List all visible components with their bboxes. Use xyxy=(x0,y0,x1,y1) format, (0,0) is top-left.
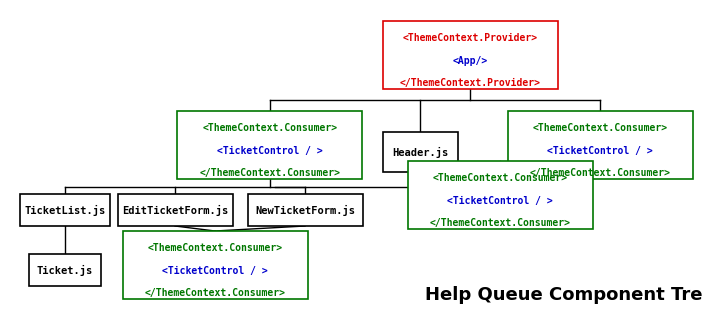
FancyBboxPatch shape xyxy=(122,231,307,299)
Text: </ThemeContext.Consumer>: </ThemeContext.Consumer> xyxy=(200,168,340,178)
Text: <ThemeContext.Consumer>: <ThemeContext.Consumer> xyxy=(148,243,283,253)
Text: <TicketControl / >: <TicketControl / > xyxy=(162,266,268,276)
Text: TicketList.js: TicketList.js xyxy=(25,204,105,216)
Text: </ThemeContext.Provider>: </ThemeContext.Provider> xyxy=(399,78,541,88)
Text: Header.js: Header.js xyxy=(392,146,448,158)
FancyBboxPatch shape xyxy=(408,161,593,229)
Text: <TicketControl / >: <TicketControl / > xyxy=(547,146,653,156)
Text: Ticket.js: Ticket.js xyxy=(37,264,93,276)
Text: </ThemeContext.Consumer>: </ThemeContext.Consumer> xyxy=(145,288,285,298)
Text: <ThemeContext.Provider>: <ThemeContext.Provider> xyxy=(402,33,538,43)
Text: <TicketControl / >: <TicketControl / > xyxy=(217,146,323,156)
Text: </ThemeContext.Consumer>: </ThemeContext.Consumer> xyxy=(529,168,671,178)
FancyBboxPatch shape xyxy=(29,254,101,286)
Text: NewTicketForm.js: NewTicketForm.js xyxy=(255,204,355,216)
FancyBboxPatch shape xyxy=(247,194,363,226)
FancyBboxPatch shape xyxy=(508,111,692,179)
Text: </ThemeContext.Consumer>: </ThemeContext.Consumer> xyxy=(430,218,571,228)
FancyBboxPatch shape xyxy=(382,132,458,172)
Text: <ThemeContext.Consumer>: <ThemeContext.Consumer> xyxy=(432,173,567,183)
FancyBboxPatch shape xyxy=(117,194,233,226)
FancyBboxPatch shape xyxy=(20,194,110,226)
Text: <TicketControl / >: <TicketControl / > xyxy=(447,196,553,206)
Text: <App/>: <App/> xyxy=(452,56,488,66)
Text: Help Queue Component Tree: Help Queue Component Tree xyxy=(425,286,703,304)
Text: EditTicketForm.js: EditTicketForm.js xyxy=(122,204,228,216)
Text: <ThemeContext.Consumer>: <ThemeContext.Consumer> xyxy=(532,123,668,133)
Text: <ThemeContext.Consumer>: <ThemeContext.Consumer> xyxy=(202,123,337,133)
FancyBboxPatch shape xyxy=(382,21,557,89)
FancyBboxPatch shape xyxy=(177,111,363,179)
